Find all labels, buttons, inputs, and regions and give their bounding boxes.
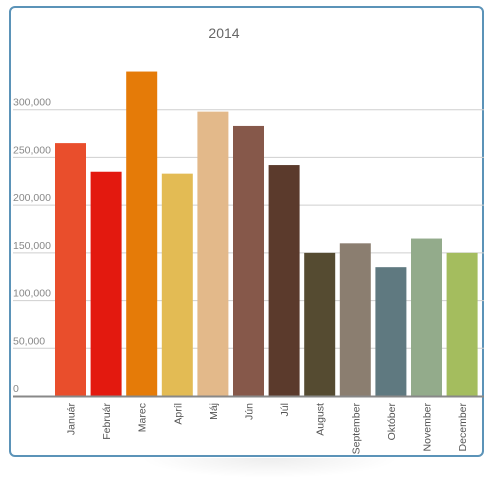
bar-január[interactable] [55, 143, 86, 396]
x-tick-label: November [422, 402, 434, 451]
x-axis-ticks: Január Február Marec Apríl Máj Jún Júl August Se… [66, 402, 470, 454]
bar-jún[interactable] [233, 125, 264, 397]
bar-júl[interactable] [268, 165, 300, 396]
x-tick-label: September [350, 403, 362, 455]
bar-september[interactable] [339, 243, 371, 396]
bar-marec[interactable] [126, 71, 158, 397]
x-tick-label: Jún [244, 403, 256, 420]
x-tick-label: Október [386, 403, 398, 441]
x-tick-label: Január [66, 403, 78, 436]
bar-február[interactable] [90, 171, 122, 396]
chart-title: 2014 [208, 25, 239, 41]
y-tick-label: 100,000 [13, 288, 51, 300]
bar-august[interactable] [304, 252, 336, 396]
bar-december[interactable] [446, 252, 478, 396]
x-tick-label: December [457, 402, 469, 451]
x-tick-label: Marec [137, 403, 149, 432]
y-tick-label: 150,000 [13, 240, 51, 252]
bar-október[interactable] [375, 267, 407, 396]
y-tick-label: 250,000 [13, 144, 51, 156]
x-tick-label: August [315, 403, 327, 436]
x-tick-label: Apríl [172, 403, 184, 425]
x-tick-label: Február [101, 402, 113, 439]
y-tick-label: 200,000 [13, 192, 51, 204]
bars [55, 71, 478, 397]
x-tick-label: Júl [279, 403, 291, 416]
bar-november[interactable] [411, 238, 442, 396]
frame-shadow [140, 458, 400, 478]
y-tick-label: 50,000 [13, 335, 45, 347]
y-axis-ticks: 0 50,000 100,000 150,000 200,000 250,000 300,0… [13, 97, 51, 395]
bar-apríl[interactable] [161, 173, 193, 396]
x-tick-label: Máj [208, 403, 220, 420]
y-tick-label: 300,000 [13, 97, 51, 109]
bar-máj[interactable] [197, 111, 229, 396]
y-tick-label: 0 [13, 383, 19, 395]
